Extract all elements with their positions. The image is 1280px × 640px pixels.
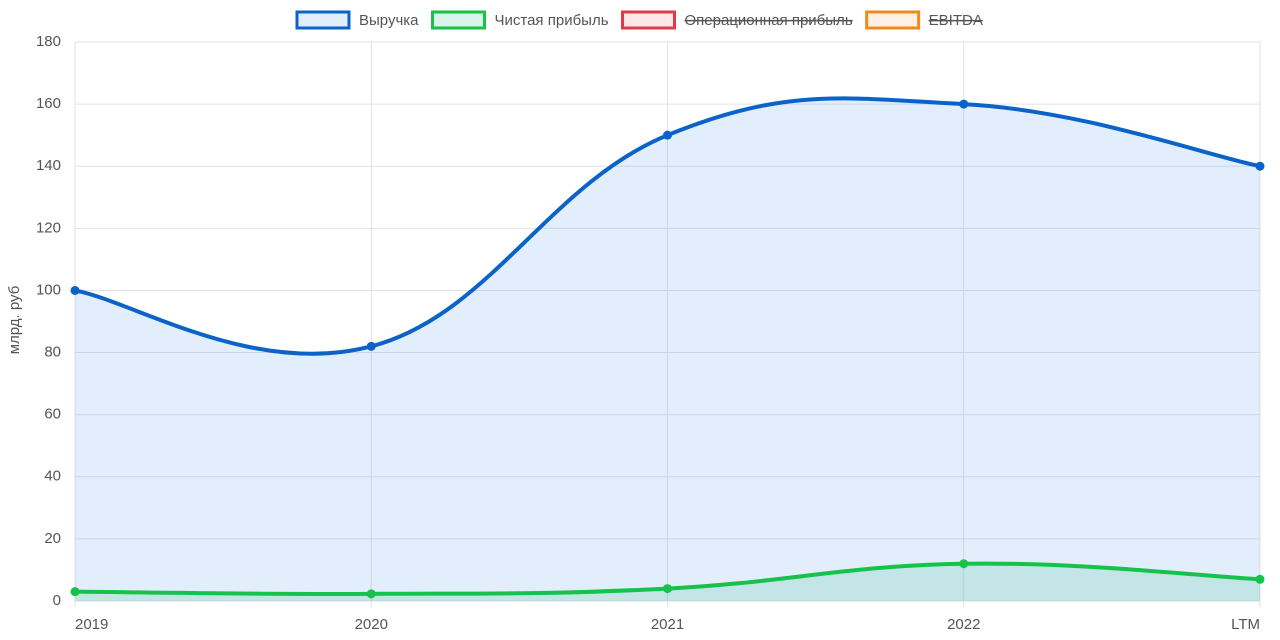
legend-label: Чистая прибыль [495,12,609,29]
x-tick-label: 2020 [355,616,388,633]
y-tick-label: 100 [36,281,61,298]
point [366,589,376,599]
legend-label: EBITDA [929,12,983,29]
x-tick-label: 2021 [651,616,684,633]
point [663,584,672,594]
y-tick-label: 180 [36,33,61,50]
point [1255,574,1265,584]
y-tick-label: 120 [36,219,61,236]
grid: 0 20 40 60 80 100 120 140 160 180 2019 2020 2021 2022… [36,33,1261,633]
y-tick-label: 0 [53,592,61,609]
y-tick-label: 20 [44,530,61,547]
x-tick-label: 2019 [75,616,108,633]
point [959,99,969,109]
legend: Выручка Чистая прибыль Операционная прибыл… [295,10,983,30]
plot-area [70,96,1265,602]
point [70,587,80,597]
y-tick-label: 140 [36,157,61,174]
legend-swatch [431,10,487,30]
legend-item[interactable]: Операционная прибыль [621,10,853,30]
y-tick-label: 160 [36,95,61,112]
legend-swatch [295,10,351,30]
point [70,285,80,295]
y-axis-label: млрд. руб [6,286,23,355]
legend-label: Операционная прибыль [685,12,853,29]
point [959,559,969,569]
y-tick-label: 60 [44,406,61,423]
point [366,341,376,351]
legend-swatch [865,10,921,30]
point [1255,161,1265,171]
x-tick-label: LTM [1231,616,1260,633]
area [75,563,1260,601]
x-tick-label: 2022 [947,616,980,633]
y-tick-label: 80 [44,344,61,361]
legend-swatch [621,10,677,30]
y-tick-label: 40 [44,468,61,485]
legend-item[interactable]: Чистая прибыль [431,10,609,30]
point [663,130,672,140]
legend-item[interactable]: EBITDA [865,10,983,30]
legend-item[interactable]: Выручка [295,10,419,30]
area [75,98,1260,602]
legend-label: Выручка [359,12,419,29]
